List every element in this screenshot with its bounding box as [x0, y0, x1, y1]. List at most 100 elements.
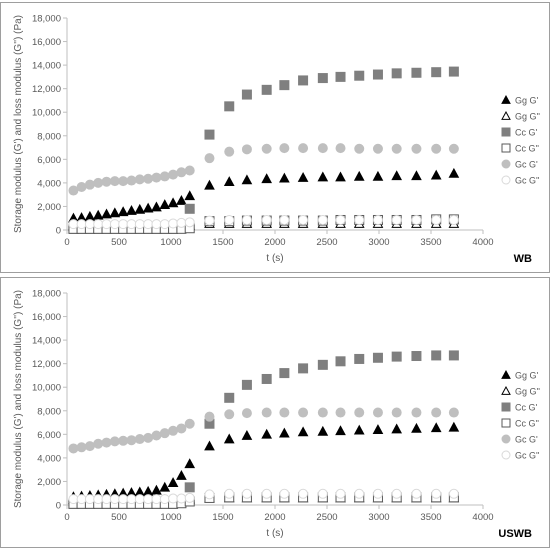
data-point — [354, 353, 365, 364]
data-point — [431, 214, 442, 225]
data-point — [101, 208, 112, 219]
x-tick-label: 1000 — [160, 237, 181, 248]
data-point — [76, 182, 87, 193]
legend-marker — [501, 385, 511, 395]
data-point — [223, 176, 235, 187]
data-point — [223, 433, 235, 444]
chart-svg-uswb: 0 2,000 4,000 6,000 8,000 10,000 12,000 14,000 1… — [13, 289, 540, 541]
data-point — [298, 407, 309, 418]
data-point — [93, 219, 104, 230]
data-point — [184, 217, 195, 228]
y-tick-label: 12,000 — [32, 84, 61, 95]
legend-marker — [501, 369, 511, 379]
data-point — [391, 214, 402, 225]
data-point — [167, 197, 179, 208]
data-point — [142, 202, 154, 213]
data-point — [101, 176, 112, 187]
chart-svg-wb: 0 2,000 4,000 6,000 8,000 10,000 12,000 14,000 1… — [13, 14, 540, 266]
y-tick-label: 2,000 — [37, 477, 61, 488]
data-point — [431, 350, 442, 361]
legend-marker — [501, 175, 511, 185]
data-point — [84, 210, 96, 221]
data-point — [84, 494, 95, 505]
data-point — [109, 219, 120, 230]
data-point — [372, 214, 383, 225]
y-axis-title: Storage modulus (G') and loss modulus (G… — [13, 290, 24, 508]
data-point — [261, 428, 273, 439]
data-point — [159, 481, 171, 492]
data-point — [372, 352, 383, 363]
data-point — [204, 153, 215, 164]
x-tick-label: 4000 — [472, 237, 493, 248]
data-point — [76, 219, 87, 230]
data-point — [159, 171, 170, 182]
data-point — [241, 144, 252, 155]
data-point — [411, 422, 422, 433]
data-point — [411, 67, 422, 78]
y-tick-label: 2,000 — [37, 202, 61, 213]
data-point — [142, 485, 154, 496]
series-gg-g — [68, 167, 460, 223]
x-tick-label: 0 — [64, 512, 69, 523]
data-point — [118, 219, 129, 230]
data-point — [151, 484, 162, 495]
legend-marker — [501, 418, 511, 428]
data-point — [317, 73, 328, 84]
data-point — [353, 424, 365, 435]
data-point — [241, 429, 253, 440]
data-point — [151, 494, 162, 505]
data-point — [335, 407, 346, 418]
data-point — [159, 199, 171, 210]
series-gc-g — [68, 143, 459, 196]
data-point — [134, 219, 145, 230]
data-point — [118, 176, 129, 187]
y-axis-title: Storage modulus (G') and loss modulus (G… — [13, 15, 24, 233]
data-point — [143, 432, 154, 443]
y-tick-label: 6,000 — [37, 430, 61, 441]
x-axis-title: t (s) — [266, 528, 283, 539]
y-tick-label: 4,000 — [37, 178, 61, 189]
data-point — [261, 173, 273, 184]
legend-label: Gg G' — [515, 371, 539, 381]
data-point — [84, 441, 95, 452]
data-point — [335, 488, 346, 499]
data-point — [448, 407, 459, 418]
data-point — [241, 89, 252, 100]
data-point — [143, 219, 154, 230]
x-tick-label: 3500 — [420, 512, 441, 523]
data-point — [372, 407, 383, 418]
data-point — [261, 407, 272, 418]
data-point — [297, 172, 309, 182]
x-tick-label: 2500 — [316, 237, 337, 248]
y-tick-label: 8,000 — [37, 131, 61, 142]
data-point — [176, 423, 187, 434]
x-tick-label: 1000 — [160, 512, 181, 523]
data-point — [118, 435, 129, 446]
data-point — [335, 425, 346, 436]
legend-label: Gg G'' — [515, 387, 540, 397]
data-point — [372, 69, 383, 80]
data-point — [298, 143, 309, 154]
data-point — [279, 488, 290, 499]
data-point — [317, 407, 328, 418]
data-point — [151, 430, 162, 441]
data-point — [391, 351, 402, 362]
data-point — [279, 368, 290, 379]
data-point — [448, 167, 460, 178]
y-tick-label: 8,000 — [37, 406, 61, 417]
legend-label: Gc G'' — [515, 451, 540, 461]
data-point — [353, 170, 365, 181]
x-tick-label: 3500 — [420, 237, 441, 248]
data-point — [448, 214, 459, 225]
data-point — [176, 493, 187, 504]
y-tick-label: 10,000 — [32, 383, 61, 394]
data-point — [279, 143, 290, 154]
legend-label: Gg G'' — [515, 112, 540, 122]
data-point — [411, 407, 422, 418]
data-point — [224, 146, 235, 157]
data-point — [126, 219, 137, 230]
data-point — [224, 101, 235, 112]
data-point — [317, 214, 328, 225]
data-point — [317, 359, 328, 370]
data-point — [118, 494, 129, 505]
